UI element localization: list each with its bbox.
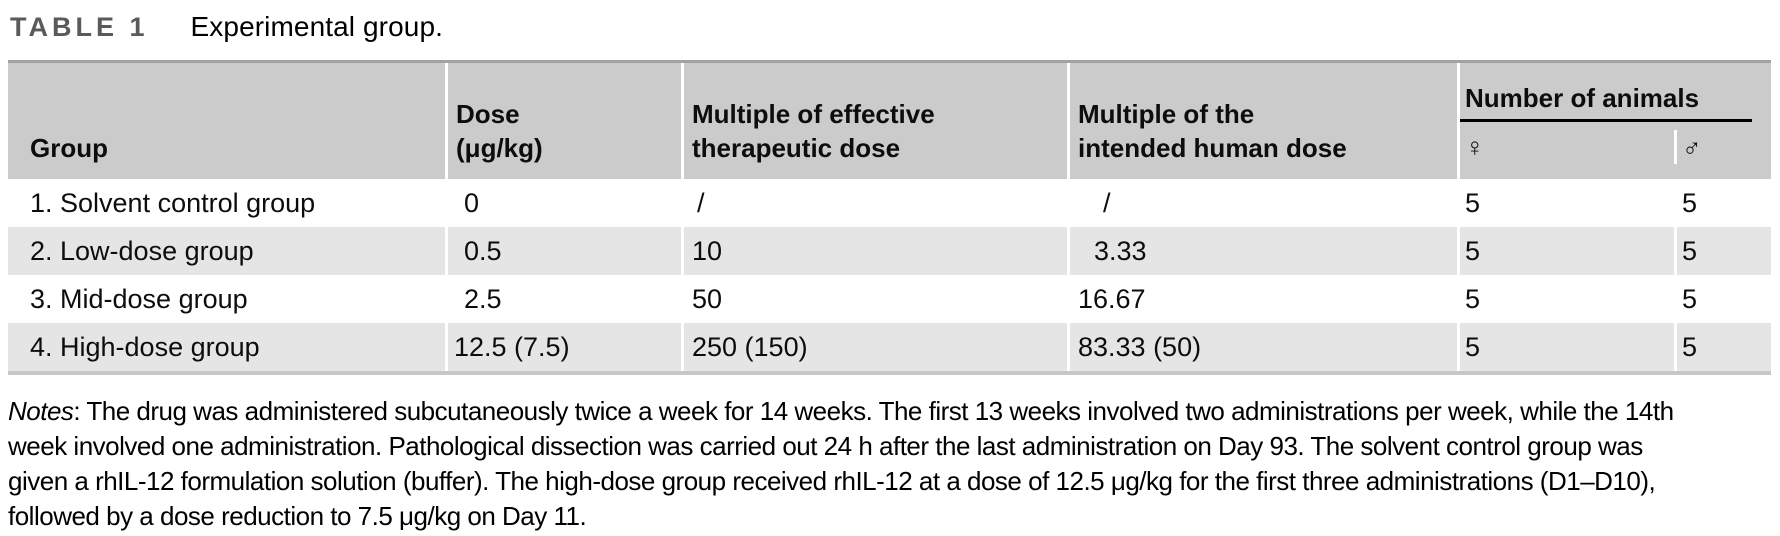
notes-line: week involved one administration. Pathol… [8,431,1643,461]
cell-multiple-intended: 83.33 (50) [1067,323,1457,371]
cell-value: 12.5 (7.5) [454,331,570,362]
cell-value: 0.5 [464,235,502,266]
cell-dose: 2.5 [445,275,681,323]
cell-value: 10 [692,235,723,266]
cell-value: 2.5 [464,283,502,314]
cell-value: 1. Solvent control group [30,187,316,218]
cell-male-count: 5 [1674,179,1771,227]
cell-value: 50 [692,283,723,314]
cell-group: 1. Solvent control group [8,179,445,227]
table-row-mid-dose: 3. Mid-dose group 2.5 50 16.67 5 5 [8,275,1771,323]
cell-female-count: 5 [1457,227,1674,275]
cell-dose: 0.5 [445,227,681,275]
cell-multiple-effective: 10 [681,227,1067,275]
cell-value: 2. Low-dose group [30,235,254,266]
cell-value: 250 (150) [692,331,808,362]
notes-text: : The drug was administered subcutaneous… [73,396,1674,426]
table-row-low-dose: 2. Low-dose group 0.5 10 3.33 5 5 [8,227,1771,275]
cell-value: 5 [1465,331,1481,362]
cell-value: 4. High-dose group [30,331,260,362]
cell-male-count: 5 [1674,275,1771,323]
cell-value: 0 [464,187,480,218]
header-group: Group [8,63,445,179]
cell-value: / [697,187,705,218]
experimental-group-table: Group Dose (μg/kg) Multiple of effective… [8,60,1771,375]
header-text: intended human dose [1078,133,1347,163]
female-symbol: ♀ [1465,132,1485,162]
cell-group: 2. Low-dose group [8,227,445,275]
cell-multiple-effective: 250 (150) [681,323,1067,371]
cell-multiple-intended: / [1067,179,1457,227]
cell-dose: 0 [445,179,681,227]
notes-line: Notes: The drug was administered subcuta… [8,394,1780,429]
number-of-animals-rule [1460,119,1752,122]
table-caption-text: Experimental group. [190,11,443,42]
notes-line: given a rhIL-12 formulation solution (bu… [8,466,1656,496]
cell-value: 5 [1465,187,1481,218]
cell-value: / [1103,187,1111,218]
table-row-solvent-control: 1. Solvent control group 0 / / 5 5 [8,179,1771,227]
number-of-animals-label: Number of animals [1465,83,1700,113]
cell-value: 83.33 (50) [1078,331,1202,362]
male-symbol: ♂ [1674,130,1771,164]
header-text: Multiple of effective [692,99,935,129]
cell-female-count: 5 [1457,323,1674,371]
sex-subheader-row: ♀ ♂ [1460,130,1771,164]
cell-male-count: 5 [1674,227,1771,275]
cell-value: 5 [1682,235,1698,266]
cell-female-count: 5 [1457,275,1674,323]
notes-line: followed by a dose reduction to 7.5 μg/k… [8,501,587,531]
notes-label: Notes [8,396,74,426]
table-caption: TABLE 1 Experimental group. [10,11,1780,43]
cell-value: 3. Mid-dose group [30,283,248,314]
cell-dose: 12.5 (7.5) [445,323,681,371]
header-multiple-intended: Multiple of the intended human dose [1067,63,1457,179]
cell-multiple-effective: / [681,179,1067,227]
header-text: (μg/kg) [456,133,543,163]
cell-multiple-intended: 3.33 [1067,227,1457,275]
cell-value: 3.33 [1094,235,1147,266]
header-text: Dose [456,99,520,129]
cell-multiple-intended: 16.67 [1067,275,1457,323]
cell-group: 4. High-dose group [8,323,445,371]
cell-value: 16.67 [1078,283,1146,314]
table-row-high-dose: 4. High-dose group 12.5 (7.5) 250 (150) … [8,323,1771,371]
cell-group: 3. Mid-dose group [8,275,445,323]
cell-male-count: 5 [1674,323,1771,371]
header-text: therapeutic dose [692,133,901,163]
header-multiple-effective: Multiple of effective therapeutic dose [681,63,1067,179]
cell-value: 5 [1465,283,1481,314]
table-notes: Notes: The drug was administered subcuta… [8,394,1780,534]
header-text: Multiple of the [1078,99,1255,129]
header-dose: Dose (μg/kg) [445,63,681,179]
cell-value: 5 [1682,187,1698,218]
cell-female-count: 5 [1457,179,1674,227]
cell-value: 5 [1465,235,1481,266]
cell-multiple-effective: 50 [681,275,1067,323]
cell-value: 5 [1682,331,1698,362]
header-number-of-animals: Number of animals ♀ ♂ [1457,63,1771,179]
table-header-row: Group Dose (μg/kg) Multiple of effective… [8,63,1771,179]
header-text: Group [30,133,108,163]
table-label: TABLE 1 [10,12,149,42]
cell-value: 5 [1682,283,1698,314]
